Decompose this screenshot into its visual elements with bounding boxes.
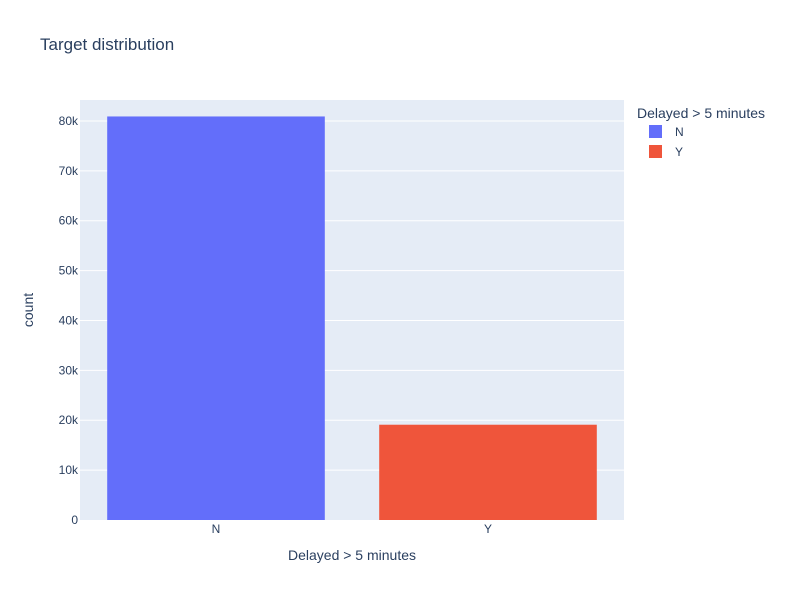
bar-n — [107, 116, 325, 520]
y-axis-ticks: 0 10k 20k 30k 40k 50k 60k 70k 80k — [59, 114, 79, 527]
y-tick-label: 30k — [59, 363, 79, 377]
legend-label-n[interactable]: N — [675, 125, 684, 139]
y-tick-label: 10k — [59, 463, 79, 477]
bar-y — [379, 424, 597, 520]
x-tick-label: N — [212, 522, 221, 536]
y-tick-label: 0 — [71, 513, 78, 527]
y-tick-label: 20k — [59, 413, 79, 427]
legend-label-y[interactable]: Y — [675, 145, 683, 159]
y-axis-title: count — [20, 293, 36, 327]
legend-swatch-y[interactable] — [649, 145, 662, 158]
x-tick-label: Y — [484, 522, 492, 536]
legend-items: NY — [649, 125, 684, 159]
bars — [107, 116, 597, 520]
chart-title: Target distribution — [40, 35, 174, 54]
legend: Delayed > 5 minutes NY — [637, 105, 765, 159]
y-tick-label: 70k — [59, 164, 79, 178]
y-tick-label: 50k — [59, 264, 79, 278]
legend-swatch-n[interactable] — [649, 125, 662, 138]
y-tick-label: 80k — [59, 114, 79, 128]
legend-title: Delayed > 5 minutes — [637, 105, 765, 121]
x-axis-title: Delayed > 5 minutes — [288, 547, 416, 563]
y-tick-label: 60k — [59, 214, 79, 228]
y-tick-label: 40k — [59, 313, 79, 327]
